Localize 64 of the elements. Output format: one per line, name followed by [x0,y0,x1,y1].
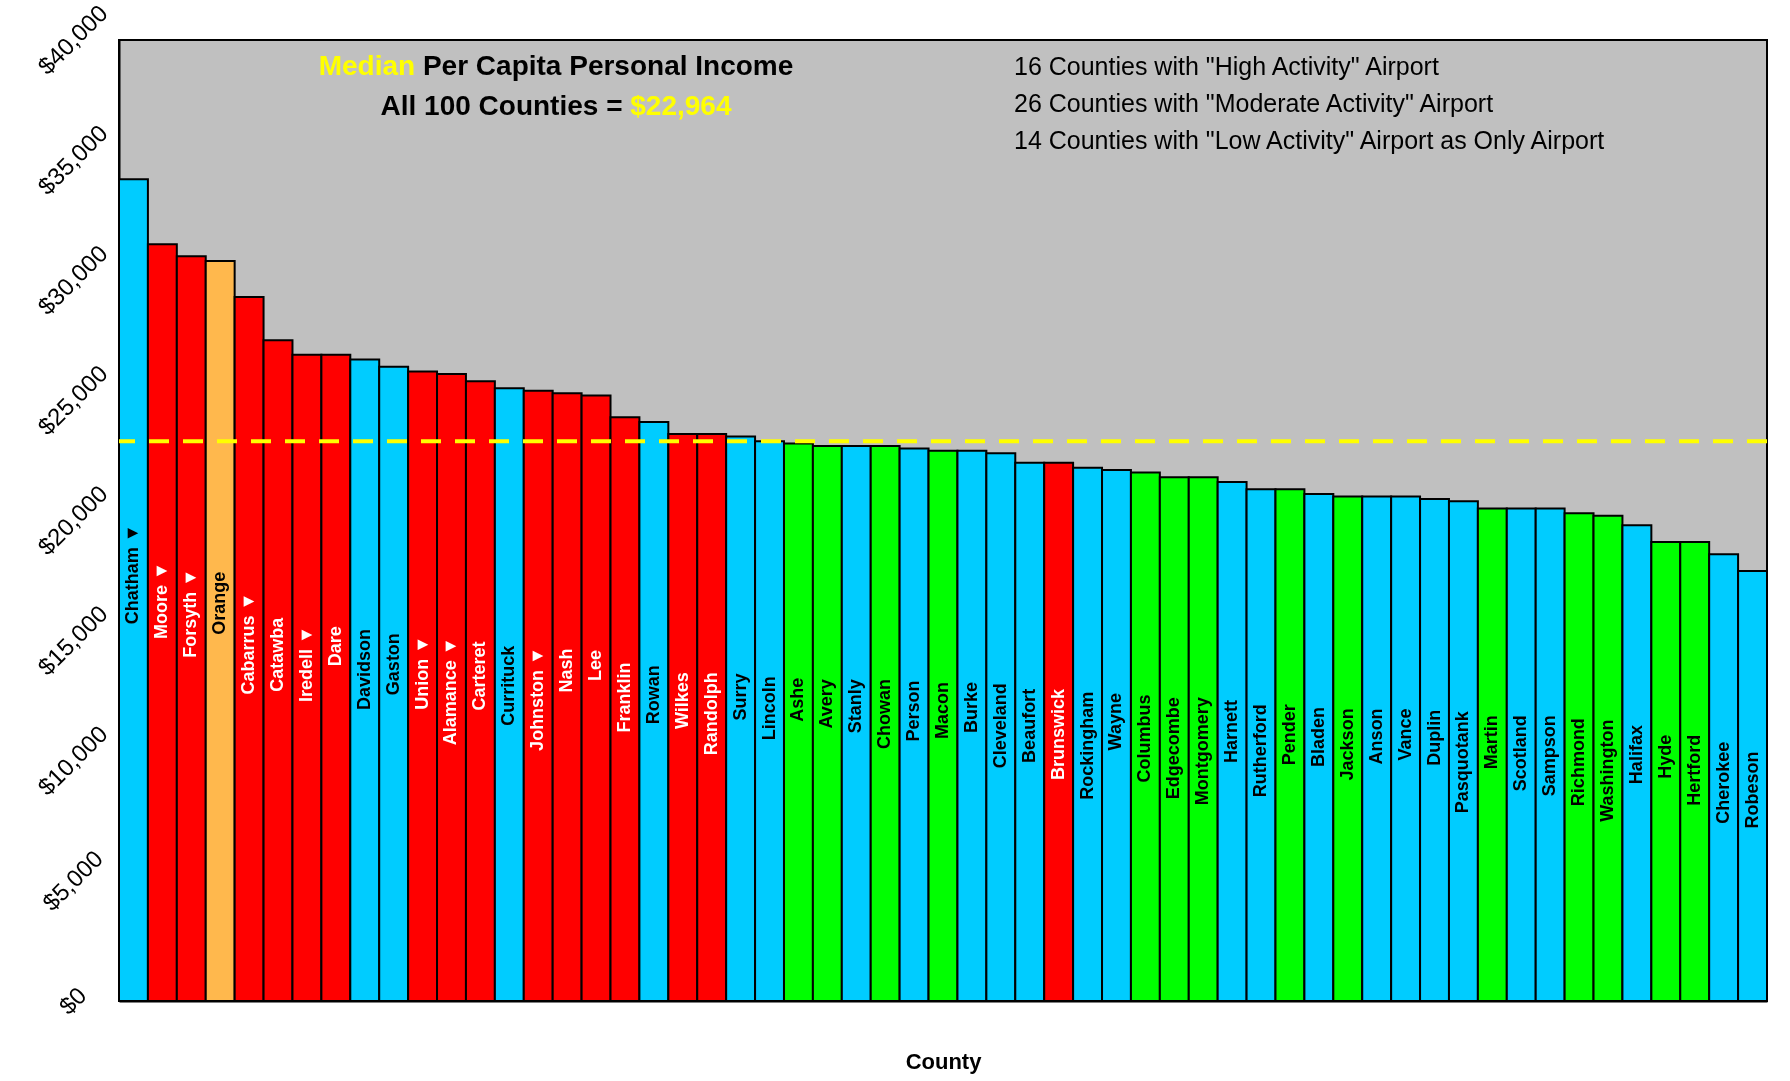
x-tick-label: Pasquotank [1452,710,1473,814]
x-tick-label: Lincoln [758,676,779,741]
x-tick-label: Cherokee [1712,741,1733,824]
x-tick-label: Nash [556,648,577,693]
x-tick-label: Rockingham [1076,691,1097,800]
x-tick-label: Cleveland [989,683,1010,769]
x-tick-label: Sampson [1539,715,1560,797]
chart-title: Median Per Capita Personal Income [317,49,795,83]
x-tick-label: Cabarrus ▼ [238,592,259,695]
x-tick-label: Duplin [1423,709,1444,766]
x-tick-label: Halifax [1625,725,1646,785]
annotation: 16 Counties with "High Activity" Airport [1014,51,1440,82]
x-tick-label: Hyde [1654,734,1675,779]
annotation: 14 Counties with "Low Activity" Airport as Only Airport [1014,125,1605,156]
x-tick-label: Richmond [1568,718,1589,807]
x-tick-label: Wayne [1105,693,1126,751]
x-tick-label: Avery [816,679,837,729]
x-tick-label: Rowan [642,665,663,725]
x-tick-label: Edgecombe [1163,697,1184,800]
x-tick-label: Chatham ▼ [122,524,143,625]
x-tick-label: Bladen [1307,706,1328,767]
x-axis-title: County [905,1048,983,1074]
annotation: 26 Counties with "Moderate Activity" Airport [1014,88,1495,119]
x-tick-label: Scotland [1510,715,1531,792]
x-tick-label: Person [903,680,924,742]
x-tick-label: Alamance ▼ [440,637,461,746]
x-tick-label: Jackson [1336,708,1357,781]
x-tick-label: Macon [932,681,952,739]
x-tick-label: Surry [729,673,750,721]
x-tick-label: Franklin [613,662,634,733]
x-tick-label: Montgomery [1192,697,1213,806]
x-tick-label: Rutherford [1250,704,1271,798]
x-tick-label: Wilkes [671,672,692,730]
x-tick-label: Burke [960,681,981,733]
y-tick-label: $0 [53,981,92,1020]
x-tick-label: Gaston [382,633,403,696]
x-tick-label: Columbus [1134,694,1155,783]
x-tick-label: Currituck [498,644,519,726]
x-tick-label: Catawba [267,616,288,692]
x-tick-label: Orange [209,571,230,635]
x-tick-label: Dare [324,626,345,667]
x-tick-label: Pender [1278,704,1299,766]
x-tick-label: Randolph [700,672,721,756]
x-tick-label: Lee [585,649,606,681]
x-tick-label: Hertford [1683,734,1704,806]
x-tick-label: Beaufort [1018,688,1039,763]
text: All 100 Counties = $22,964 [379,89,733,123]
x-tick-label: Stanly [845,679,866,734]
x-tick-label: Martin [1481,715,1502,770]
x-tick-label: Union ▼ [411,635,432,710]
x-tick-label: Iredell ▼ [295,626,316,703]
x-tick-label: Harnett [1221,700,1242,764]
x-tick-label: Anson [1365,708,1386,765]
x-tick-label: Brunswick [1047,687,1068,780]
x-tick-label: Robeson [1741,751,1762,829]
x-tick-label: Vance [1394,708,1415,761]
x-tick-label: Forsyth ▼ [180,569,201,658]
x-tick-label: Carteret [469,641,490,711]
x-tick-label: Moore ▼ [151,562,172,639]
x-tick-label: Johnston ▼ [527,647,548,751]
x-tick-label: Davidson [353,628,374,710]
x-tick-label: Ashe [787,677,808,722]
x-tick-label: Chowan [874,679,895,750]
x-tick-label: Washington [1596,719,1617,822]
